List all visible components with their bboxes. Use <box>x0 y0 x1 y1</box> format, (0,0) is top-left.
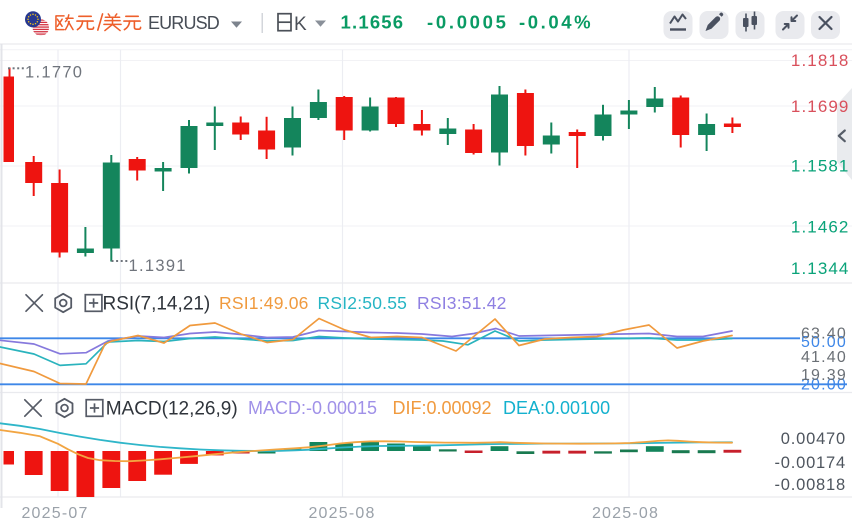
svg-text:1.1699: 1.1699 <box>791 97 850 116</box>
svg-text:RSI3:51.42: RSI3:51.42 <box>417 293 507 313</box>
svg-text:RSI1:49.06: RSI1:49.06 <box>219 293 309 313</box>
svg-text:RSI(7,14,21): RSI(7,14,21) <box>103 294 211 315</box>
svg-text:50.00: 50.00 <box>801 334 847 351</box>
svg-text:1.1581: 1.1581 <box>791 157 850 176</box>
svg-text:MACD:-0.00015: MACD:-0.00015 <box>248 398 377 418</box>
svg-text:1.1770: 1.1770 <box>25 64 83 82</box>
svg-text:2025-07: 2025-07 <box>21 505 88 522</box>
svg-text:0.00470: 0.00470 <box>781 430 846 448</box>
svg-text:-0.00174: -0.00174 <box>774 454 846 472</box>
svg-text:DIF:0.00092: DIF:0.00092 <box>393 398 492 418</box>
svg-text:-0.04%: -0.04% <box>519 12 593 33</box>
svg-text:63.40: 63.40 <box>801 326 847 343</box>
svg-text:DEA:0.00100: DEA:0.00100 <box>503 398 610 418</box>
svg-text:2025-08: 2025-08 <box>308 505 375 522</box>
svg-text:EURUSD: EURUSD <box>148 13 220 33</box>
svg-text:1.1391: 1.1391 <box>129 257 187 275</box>
svg-text:20.00: 20.00 <box>801 376 847 393</box>
svg-text:41.40: 41.40 <box>801 349 847 366</box>
svg-text:2025-08: 2025-08 <box>592 505 659 522</box>
svg-text:-0.00818: -0.00818 <box>774 476 846 494</box>
svg-text:1.1462: 1.1462 <box>791 218 850 237</box>
svg-text:19.39: 19.39 <box>801 367 847 384</box>
svg-text:1.1344: 1.1344 <box>791 259 850 278</box>
svg-text:1.1656: 1.1656 <box>341 12 405 33</box>
svg-text:MACD(12,26,9): MACD(12,26,9) <box>106 399 238 420</box>
svg-text:-0.0005: -0.0005 <box>427 12 509 33</box>
svg-text:K: K <box>294 14 307 35</box>
svg-text:1.1818: 1.1818 <box>791 51 850 70</box>
svg-text:RSI2:50.55: RSI2:50.55 <box>318 293 408 313</box>
